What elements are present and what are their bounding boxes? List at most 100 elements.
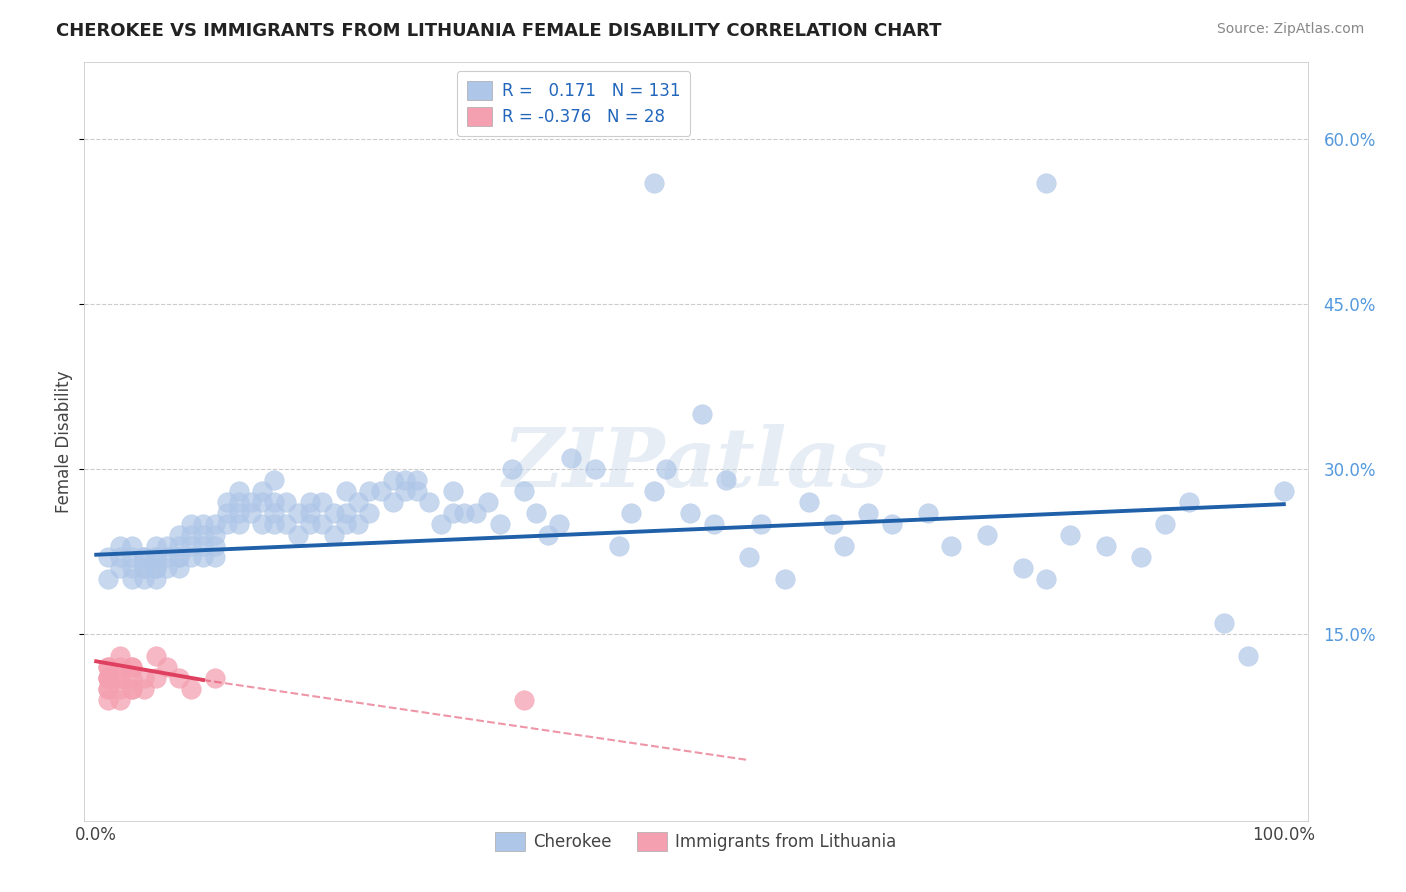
Point <box>121 671 143 685</box>
Point <box>239 495 262 509</box>
Point <box>1213 615 1236 630</box>
Point <box>228 495 250 509</box>
Point <box>108 660 131 674</box>
Point <box>169 528 191 542</box>
Point <box>180 528 202 542</box>
Point <box>169 549 191 564</box>
Point <box>108 671 131 685</box>
Point <box>228 506 250 520</box>
Point <box>797 495 820 509</box>
Point <box>406 473 429 487</box>
Point <box>215 516 238 531</box>
Point <box>773 572 796 586</box>
Point <box>489 516 512 531</box>
Point <box>620 506 643 520</box>
Point <box>917 506 939 520</box>
Point <box>536 528 558 542</box>
Point <box>382 495 405 509</box>
Point <box>132 561 155 575</box>
Point <box>156 561 179 575</box>
Point <box>97 681 120 696</box>
Point <box>156 549 179 564</box>
Point <box>335 506 357 520</box>
Legend: Cherokee, Immigrants from Lithuania: Cherokee, Immigrants from Lithuania <box>489 825 903 858</box>
Point <box>263 516 285 531</box>
Point <box>382 473 405 487</box>
Point <box>145 549 167 564</box>
Point <box>298 495 321 509</box>
Point <box>679 506 702 520</box>
Point <box>429 516 451 531</box>
Point <box>97 671 120 685</box>
Point <box>169 561 191 575</box>
Point <box>215 495 238 509</box>
Point <box>97 660 120 674</box>
Point <box>263 506 285 520</box>
Point <box>97 671 120 685</box>
Point <box>359 506 381 520</box>
Point <box>97 549 120 564</box>
Point <box>441 483 464 498</box>
Point <box>121 660 143 674</box>
Point <box>418 495 440 509</box>
Point <box>145 549 167 564</box>
Point <box>169 671 191 685</box>
Point <box>108 561 131 575</box>
Point <box>132 572 155 586</box>
Point <box>132 681 155 696</box>
Point <box>145 648 167 663</box>
Point <box>97 572 120 586</box>
Point <box>749 516 772 531</box>
Point <box>132 549 155 564</box>
Point <box>204 671 226 685</box>
Point <box>97 681 120 696</box>
Point <box>204 539 226 553</box>
Point <box>335 483 357 498</box>
Point <box>108 681 131 696</box>
Point <box>524 506 547 520</box>
Text: CHEROKEE VS IMMIGRANTS FROM LITHUANIA FEMALE DISABILITY CORRELATION CHART: CHEROKEE VS IMMIGRANTS FROM LITHUANIA FE… <box>56 22 942 40</box>
Point <box>1011 561 1033 575</box>
Point <box>145 671 167 685</box>
Y-axis label: Female Disability: Female Disability <box>55 370 73 513</box>
Point <box>880 516 903 531</box>
Point <box>121 681 143 696</box>
Point <box>191 516 214 531</box>
Point <box>394 483 416 498</box>
Point <box>394 473 416 487</box>
Point <box>643 483 665 498</box>
Point <box>169 549 191 564</box>
Point <box>322 528 344 542</box>
Point <box>252 516 274 531</box>
Point <box>1035 572 1057 586</box>
Point <box>215 506 238 520</box>
Point <box>108 692 131 706</box>
Point <box>132 671 155 685</box>
Point <box>239 506 262 520</box>
Point <box>406 483 429 498</box>
Point <box>941 539 963 553</box>
Point <box>513 483 536 498</box>
Point <box>465 506 488 520</box>
Point <box>287 506 309 520</box>
Point <box>204 549 226 564</box>
Point <box>703 516 725 531</box>
Point <box>97 660 120 674</box>
Point <box>97 671 120 685</box>
Point <box>501 462 523 476</box>
Point <box>180 539 202 553</box>
Point <box>228 516 250 531</box>
Point <box>145 561 167 575</box>
Point <box>121 549 143 564</box>
Point <box>132 561 155 575</box>
Point <box>322 506 344 520</box>
Point <box>477 495 499 509</box>
Point <box>276 495 298 509</box>
Point <box>738 549 761 564</box>
Point <box>453 506 475 520</box>
Point <box>690 407 713 421</box>
Point <box>311 516 333 531</box>
Point <box>548 516 571 531</box>
Text: Source: ZipAtlas.com: Source: ZipAtlas.com <box>1216 22 1364 37</box>
Point <box>191 528 214 542</box>
